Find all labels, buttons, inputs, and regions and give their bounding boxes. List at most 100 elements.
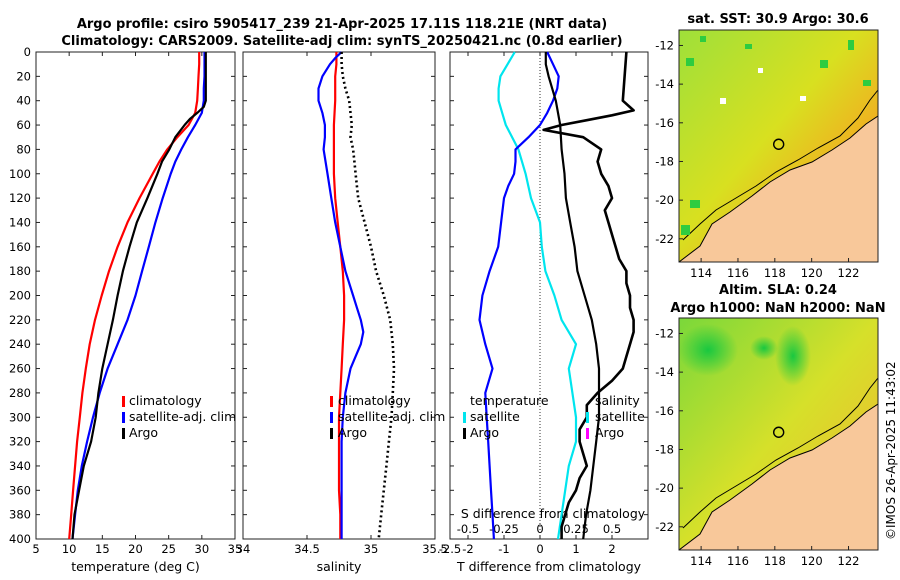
y-tick-label: 360 [9,483,31,497]
y-tick-label: 300 [9,410,31,424]
secondary-tick-label: 0.25 [563,522,589,536]
map-lat-label: -16 [655,404,674,418]
y-tick-label: 240 [9,337,31,351]
legend-label-satellite: satellite-adj. clim [129,409,236,424]
x-tick-label: 0 [536,542,543,556]
legend-swatch-climatology [122,396,125,407]
map-lat-label: -18 [655,442,674,456]
x-tick-label: 35.5 [422,542,448,556]
map-lon-label: 120 [801,554,823,568]
x-tick-label: 5 [32,542,39,556]
legend-swatch-t-satellite [463,412,466,423]
y-tick-label: 80 [16,142,31,156]
y-tick-label: 120 [9,191,31,205]
sst-patch [800,96,806,101]
y-tick-label: 220 [9,313,31,327]
map-lon-label: 120 [801,266,823,280]
legend-label-t-satellite: satellite [470,409,520,424]
series-line-climatology [68,52,201,540]
sst-patch [848,40,854,50]
x-tick-label: 35 [364,542,379,556]
legend-label-climatology: climatology [129,393,202,408]
map-lat-label: -16 [655,116,674,130]
map-panels: sat. SST: 30.9 Argo: 30.6 Altim. SLA: 0.… [655,12,885,568]
legend-swatch-argo [122,428,125,439]
legend-swatch-climatology [330,396,333,407]
x-tick-label: -2 [462,542,473,556]
y-tick-label: 380 [9,508,31,522]
sst-map-title: sat. SST: 30.9 Argo: 30.6 [687,12,868,27]
x-tick-label: 2 [608,542,615,556]
map-lon-label: 118 [764,554,786,568]
x-tick-label: 20 [128,542,143,556]
y-tick-label: 400 [9,532,31,546]
x-tick-label: 25 [161,542,176,556]
sst-patch [745,44,752,49]
y-tick-label: 20 [16,69,31,83]
series-line-satellite-adj-clim [317,51,365,539]
chart-title-line1: Argo profile: csiro 5905417_239 21-Apr-2… [77,17,607,32]
chart-title-line2: Climatology: CARS2009. Satellite-adj cli… [61,34,622,49]
map-lat-label: -12 [655,38,674,52]
argo-position-marker [772,426,785,438]
x-tick-label: 30 [195,542,210,556]
series-line-satellite-adj-clim [71,52,206,540]
map-lat-label: -14 [655,77,674,91]
y-tick-label: 340 [9,459,31,473]
legend-label-climatology: climatology [338,393,411,408]
legend-label-argo: Argo [338,425,367,440]
secondary-tick-label: -0.25 [489,522,519,536]
map-lon-label: 114 [690,554,712,568]
watermark: ©IMOS 26-Apr-2025 11:43:02 [884,361,898,540]
profile-panels: 0204060801001201401601802002202402602803… [9,45,649,574]
map-lon-label: 116 [727,554,749,568]
sla-map-frame [678,317,879,551]
sst-map-texture [679,36,878,262]
sst-patch [700,36,706,42]
series-line-argo [340,52,396,540]
map-lat-label: -18 [655,154,674,168]
map-lat-label: -12 [655,326,674,340]
y-tick-label: 160 [9,240,31,254]
x-tick-label: 34 [236,542,251,556]
sla-coastline [679,403,878,550]
sla-map-texture [679,324,878,550]
y-tick-label: 260 [9,362,31,376]
x-tick-label: 1 [572,542,579,556]
secondary-axis-label: S difference from climatology [461,506,646,521]
y-tick-label: 320 [9,435,31,449]
y-tick-label: 200 [9,289,31,303]
x-tick-label: 34.5 [294,542,320,556]
sst-patch [863,80,871,86]
legend-difference-panel: temperature satellite Argo salinity sate… [463,393,645,440]
map-lon-label: 122 [838,554,860,568]
series-line-climatology [332,52,346,539]
x-axis-label: salinity [317,559,362,574]
x-tick-label: -2.5 [439,542,461,556]
legend-swatch-argo [330,428,333,439]
sst-patch [820,60,828,68]
series-line-argo [71,52,207,540]
y-tick-label: 40 [16,94,31,108]
series-line-s-argo [544,52,601,540]
x-tick-label: 15 [95,542,110,556]
map-lat-label: -20 [655,193,674,207]
sla-shelf-contour [682,377,878,529]
legend-swatch-satellite [330,412,333,423]
map-lat-label: -14 [655,365,674,379]
series-line-s-satellite [478,51,560,540]
secondary-tick-label: 0 [536,522,543,536]
x-tick-label: 35 [228,542,243,556]
legend-swatch-s-satellite [586,412,589,423]
sst-coastline [679,115,878,262]
sst-patch [758,68,763,73]
sla-map-title-line2: Argo h1000: NaN h2000: NaN [670,301,885,316]
legend-swatch-satellite [122,412,125,423]
secondary-tick-label: 0.5 [603,522,621,536]
legend-label-argo: Argo [129,425,158,440]
series-line-t-argo [542,51,635,539]
legend-swatch-t-argo [463,428,466,439]
map-lon-label: 122 [838,266,860,280]
map-lat-label: -20 [655,481,674,495]
